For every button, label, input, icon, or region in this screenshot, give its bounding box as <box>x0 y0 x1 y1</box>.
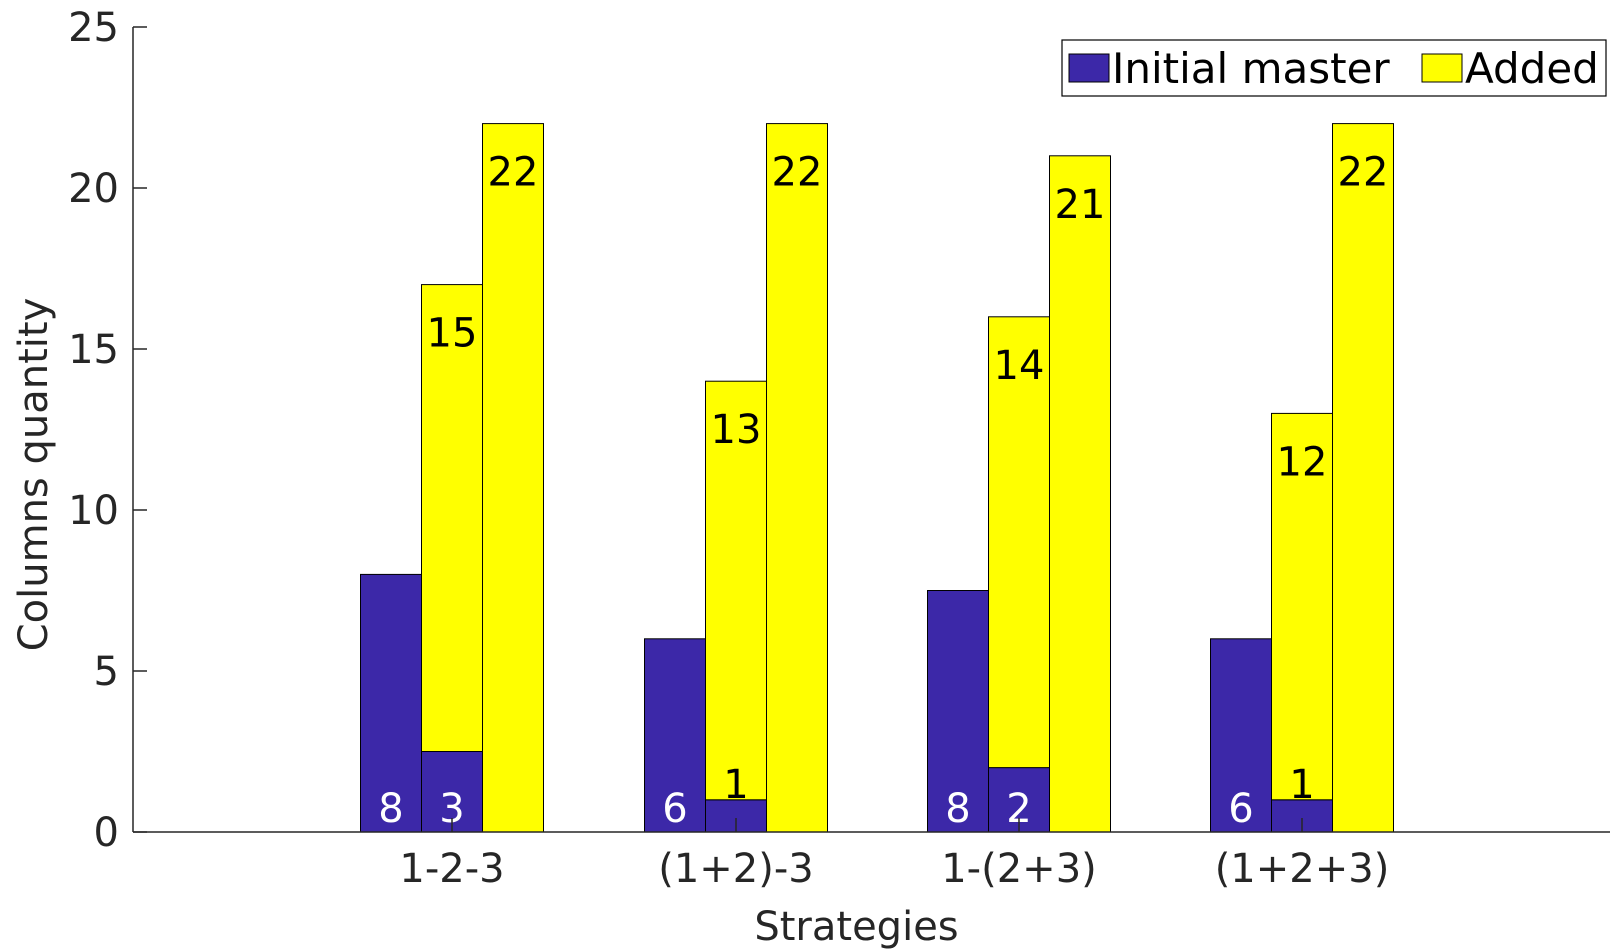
bar-added <box>1332 123 1394 833</box>
data-label-added: 14 <box>994 343 1045 389</box>
legend-box <box>1061 39 1607 97</box>
x-tick-label: (1+2)-3 <box>658 846 814 892</box>
data-label-initial: 1 <box>1289 762 1314 808</box>
x-axis-title: Strategies <box>754 904 958 950</box>
x-tick-label: 1-(2+3) <box>941 846 1097 892</box>
data-label-initial: 6 <box>1228 786 1253 832</box>
y-tick-label: 5 <box>94 649 119 695</box>
data-label-added: 22 <box>488 150 539 196</box>
data-label-initial: 8 <box>945 786 970 832</box>
data-label-added: 22 <box>772 150 823 196</box>
bar-added <box>766 123 828 833</box>
bar-initial-master <box>1210 638 1272 833</box>
data-label-initial: 1 <box>723 762 748 808</box>
data-label-initial: 8 <box>378 786 403 832</box>
legend: Initial master Added <box>1061 39 1607 97</box>
bar-initial-master <box>927 590 989 833</box>
y-tick-label: 15 <box>68 327 119 373</box>
bar-added <box>1271 412 1333 801</box>
axes: 0 5 10 15 20 25 1-2-3 (1+2)-3 1-(2+3) (1+2+3) Stra… <box>11 5 1610 950</box>
x-tick-label: 1-2-3 <box>399 846 504 892</box>
legend-label-added: Added <box>1465 44 1599 93</box>
bar-initial-master <box>360 573 422 833</box>
data-label-added: 22 <box>1338 150 1389 196</box>
bar-added <box>705 380 767 801</box>
data-label-added: 12 <box>1277 439 1328 485</box>
y-tick-label: 25 <box>68 5 119 51</box>
legend-label-initial-master: Initial master <box>1112 44 1390 93</box>
data-label-added: 13 <box>711 407 762 453</box>
legend-swatch-added <box>1421 53 1463 83</box>
x-tick-label: (1+2+3) <box>1215 846 1390 892</box>
y-axis-title: Columns quantity <box>11 298 57 652</box>
y-tick-label: 0 <box>94 810 119 856</box>
bar-initial-master <box>644 638 706 833</box>
data-label-added: 21 <box>1055 182 1106 228</box>
y-tick-label: 10 <box>68 488 119 534</box>
bar-added <box>1049 155 1111 833</box>
y-tick-label: 20 <box>68 166 119 212</box>
legend-swatch-initial-master <box>1068 53 1110 83</box>
data-label-initial: 6 <box>662 786 687 832</box>
bar-added <box>988 316 1050 769</box>
data-label-added: 15 <box>427 311 478 357</box>
bar-added <box>421 284 483 752</box>
bar-added <box>482 123 544 833</box>
